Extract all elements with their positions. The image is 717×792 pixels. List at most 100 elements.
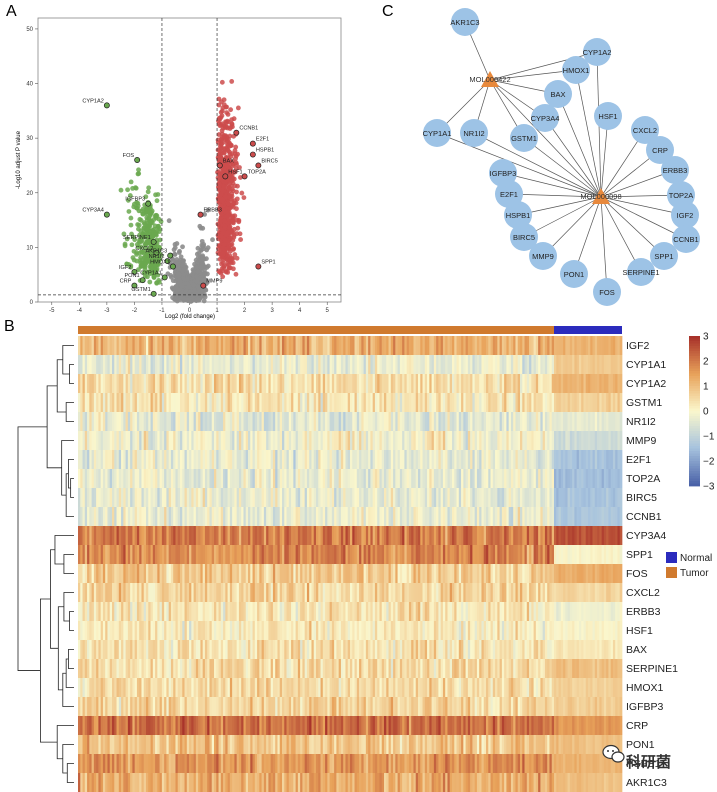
heatmap-cell bbox=[433, 412, 437, 431]
panel-c-label: C bbox=[382, 3, 394, 20]
heatmap-cell bbox=[100, 431, 104, 450]
dendrogram-link bbox=[66, 763, 74, 783]
heatmap-cell bbox=[581, 507, 584, 526]
heatmap-cell bbox=[202, 507, 206, 526]
heatmap-cell bbox=[93, 374, 97, 393]
heatmap-cell bbox=[594, 336, 598, 355]
heatmap-cell bbox=[146, 336, 149, 355]
heatmap-cell bbox=[329, 450, 333, 469]
heatmap-cell bbox=[515, 450, 519, 469]
heatmap-cell bbox=[535, 336, 539, 355]
heatmap-cell bbox=[243, 336, 247, 355]
heatmap-cell bbox=[590, 450, 593, 469]
gene-point-down bbox=[140, 211, 146, 217]
heatmap-cell bbox=[359, 355, 362, 374]
heatmap-cell bbox=[166, 431, 170, 450]
heatmap-cell bbox=[263, 393, 267, 412]
heatmap-cell bbox=[331, 469, 335, 488]
heatmap-cell bbox=[225, 355, 228, 374]
heatmap-cell bbox=[418, 507, 421, 526]
gene-point-neutral bbox=[180, 244, 185, 250]
heatmap-cell bbox=[112, 393, 115, 412]
heatmap-cell bbox=[204, 374, 208, 393]
heatmap-cell bbox=[241, 488, 244, 507]
heatmap-cell bbox=[268, 450, 272, 469]
heatmap-cell bbox=[368, 488, 371, 507]
heatmap-cell bbox=[560, 355, 564, 374]
heatmap-cell bbox=[291, 355, 294, 374]
heatmap-cell bbox=[617, 431, 621, 450]
heatmap-cell bbox=[243, 507, 247, 526]
heatmap-cell bbox=[136, 393, 140, 412]
heatmap-cell bbox=[461, 336, 464, 355]
heatmap-cell bbox=[449, 469, 453, 488]
heatmap-cell bbox=[216, 450, 219, 469]
heatmap-cell bbox=[130, 507, 133, 526]
heatmap-cell bbox=[225, 488, 228, 507]
heatmap-cell bbox=[234, 393, 238, 412]
heatmap-cell bbox=[261, 412, 265, 431]
heatmap-cell bbox=[204, 450, 208, 469]
heatmap-cell bbox=[501, 374, 505, 393]
heatmap-cell bbox=[374, 355, 378, 374]
heatmap-cell bbox=[293, 507, 296, 526]
heatmap-cell bbox=[182, 488, 185, 507]
heatmap-cell bbox=[223, 488, 226, 507]
heatmap-cell bbox=[585, 412, 589, 431]
gene-point-up bbox=[217, 256, 223, 262]
heatmap-cell bbox=[449, 336, 453, 355]
heatmap-cell bbox=[522, 355, 525, 374]
heatmap-cell bbox=[155, 355, 158, 374]
heatmap-cell bbox=[397, 355, 401, 374]
heatmap-cell bbox=[590, 507, 593, 526]
heatmap-cell bbox=[118, 507, 122, 526]
target-node-label: CYP1A1 bbox=[423, 129, 452, 138]
heatmap-cell bbox=[146, 526, 149, 545]
heatmap-cell bbox=[542, 507, 546, 526]
heatmap-cell bbox=[157, 393, 160, 412]
heatmap-cell bbox=[372, 374, 376, 393]
heatmap-cell bbox=[130, 526, 133, 545]
heatmap-cell bbox=[578, 431, 582, 450]
heatmap-cell bbox=[438, 374, 442, 393]
heatmap-cell bbox=[211, 374, 215, 393]
heatmap-cell bbox=[574, 374, 578, 393]
heatmap-cell bbox=[105, 469, 108, 488]
heatmap-cell bbox=[250, 450, 253, 469]
heatmap-cell bbox=[603, 431, 607, 450]
heatmap-cell bbox=[483, 412, 487, 431]
heatmap-cell bbox=[277, 393, 281, 412]
heatmap-cell bbox=[517, 374, 521, 393]
heatmap-cell bbox=[352, 450, 355, 469]
heatmap-cell bbox=[168, 450, 172, 469]
labeled-gene-label: CRP bbox=[120, 279, 132, 285]
heatmap-cell bbox=[295, 355, 299, 374]
heatmap-cell bbox=[583, 507, 587, 526]
heatmap-cell bbox=[236, 374, 240, 393]
heatmap-cell bbox=[241, 412, 244, 431]
heatmap-cell bbox=[590, 431, 593, 450]
heatmap-cell bbox=[316, 393, 319, 412]
heatmap-cell bbox=[510, 412, 514, 431]
heatmap-cell bbox=[356, 469, 360, 488]
heatmap-cell bbox=[89, 336, 92, 355]
heatmap-cell bbox=[311, 374, 315, 393]
heatmap-cell bbox=[150, 469, 154, 488]
heatmap-cell bbox=[540, 393, 544, 412]
gene-point-up bbox=[218, 142, 224, 147]
heatmap-cell bbox=[304, 393, 308, 412]
labeled-gene-label: CYP1A2 bbox=[82, 98, 103, 104]
heatmap-cell bbox=[223, 412, 226, 431]
heatmap-cell bbox=[429, 450, 432, 469]
heatmap-cell bbox=[569, 469, 573, 488]
heatmap-cell bbox=[132, 336, 136, 355]
heatmap-cell bbox=[472, 355, 476, 374]
heatmap-cell bbox=[139, 507, 142, 526]
heatmap-cell bbox=[476, 374, 480, 393]
heatmap-cell bbox=[184, 412, 188, 431]
heatmap-cell bbox=[80, 431, 83, 450]
heatmap-cell bbox=[615, 336, 618, 355]
heatmap-cell bbox=[254, 412, 258, 431]
heatmap-cell bbox=[399, 355, 403, 374]
